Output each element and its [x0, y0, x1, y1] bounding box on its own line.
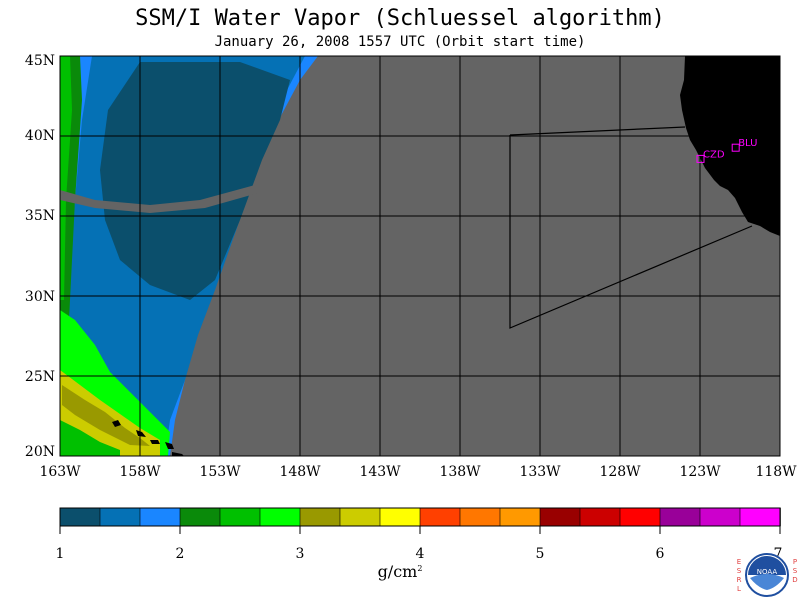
- moist-region-green-2: [60, 420, 120, 456]
- colorbar-swatch: [459, 507, 501, 527]
- overlay-line-box: [509, 135, 753, 329]
- lat-label-30n: 30N: [25, 289, 55, 305]
- island-maui: [150, 440, 160, 444]
- logo-text: NOAA: [757, 568, 778, 576]
- colorbar-swatch: [299, 507, 341, 527]
- longitude-labels: 163W 158W 153W 148W 143W 138W 133W 128W …: [39, 464, 797, 480]
- noaa-logo: NOAA: [745, 553, 789, 597]
- colorbar-swatch: [139, 507, 181, 527]
- colorbar-tick-1: 1: [56, 546, 65, 562]
- map-plot-area: [60, 56, 780, 456]
- lon-label-128w: 128W: [599, 464, 641, 480]
- lon-label-158w: 158W: [119, 464, 161, 480]
- lon-label-123w: 123W: [679, 464, 721, 480]
- colorbar-swatch: [179, 507, 221, 527]
- colorbar-swatch: [339, 507, 381, 527]
- station-czd-label: CZD: [703, 149, 725, 160]
- colorbar-swatch: [259, 507, 301, 527]
- colorbar-tick-3: 3: [296, 546, 305, 562]
- colorbar-swatch: [59, 507, 101, 527]
- island-oahu: [136, 430, 146, 437]
- lat-label-25n: 25N: [25, 369, 55, 385]
- lon-label-143w: 143W: [359, 464, 401, 480]
- lon-label-163w: 163W: [39, 464, 81, 480]
- colorbar-swatch: [739, 507, 781, 527]
- swath-gap-stripe: [60, 185, 258, 213]
- colorbar-swatch: [619, 507, 661, 527]
- lon-label-148w: 148W: [279, 464, 321, 480]
- overlay-line-north: [509, 126, 686, 136]
- colorbar-swatch: [99, 507, 141, 527]
- lon-label-138w: 138W: [439, 464, 481, 480]
- colorbar-swatch: [499, 507, 541, 527]
- island-hawaii: [172, 452, 184, 456]
- colorbar-tick-4: 4: [416, 546, 425, 562]
- colorbar-frame: [59, 507, 781, 527]
- station-blu-label: BLU: [738, 138, 757, 149]
- station-markers: CZD BLU: [696, 138, 757, 163]
- lat-label-35n: 35N: [25, 208, 55, 224]
- colorbar-swatch: [219, 507, 261, 527]
- page-title: SSM/I Water Vapor (Schluessel algorithm): [135, 6, 665, 31]
- colorbar-tick-labels: 1 2 3 4 5 6 7: [56, 546, 783, 562]
- colorbar-swatch: [699, 507, 741, 527]
- island-molokai: [165, 442, 174, 449]
- colorbar-tick-7: 7: [774, 546, 783, 562]
- colorbar-swatch: [539, 507, 581, 527]
- moist-region-olive: [62, 385, 150, 446]
- colorbar-units: g/cm2: [360, 562, 440, 581]
- graticule: [60, 56, 780, 456]
- swath-band-3: [100, 62, 290, 300]
- colorbar-swatch: [419, 507, 461, 527]
- lon-label-153w: 153W: [199, 464, 241, 480]
- colorbar-swatch: [659, 507, 701, 527]
- colorbar-tick-6: 6: [656, 546, 665, 562]
- lon-label-118w: 118W: [755, 464, 797, 480]
- colorbar-tick-5: 5: [536, 546, 545, 562]
- lat-label-40n: 40N: [25, 128, 55, 144]
- latitude-labels: 45N 40N 35N 30N 25N 20N: [25, 53, 55, 460]
- units-superscript: 2: [417, 564, 423, 573]
- lon-label-133w: 133W: [519, 464, 561, 480]
- colorbar: [59, 507, 781, 534]
- colorbar-swatch: [379, 507, 421, 527]
- station-czd-marker[interactable]: [696, 154, 705, 163]
- station-blu-marker[interactable]: [731, 143, 740, 152]
- units-text: g/cm: [377, 562, 418, 581]
- map-frame: [59, 55, 781, 457]
- colorbar-swatch: [579, 507, 621, 527]
- island-kauai: [112, 420, 121, 427]
- lat-label-20n: 20N: [25, 444, 55, 460]
- page-subtitle: January 26, 2008 1557 UTC (Orbit start t…: [214, 34, 586, 50]
- colorbar-tick-2: 2: [176, 546, 185, 562]
- lat-label-45n: 45N: [25, 53, 55, 69]
- swath-band-5: [60, 56, 72, 300]
- land-north-america: [680, 56, 780, 236]
